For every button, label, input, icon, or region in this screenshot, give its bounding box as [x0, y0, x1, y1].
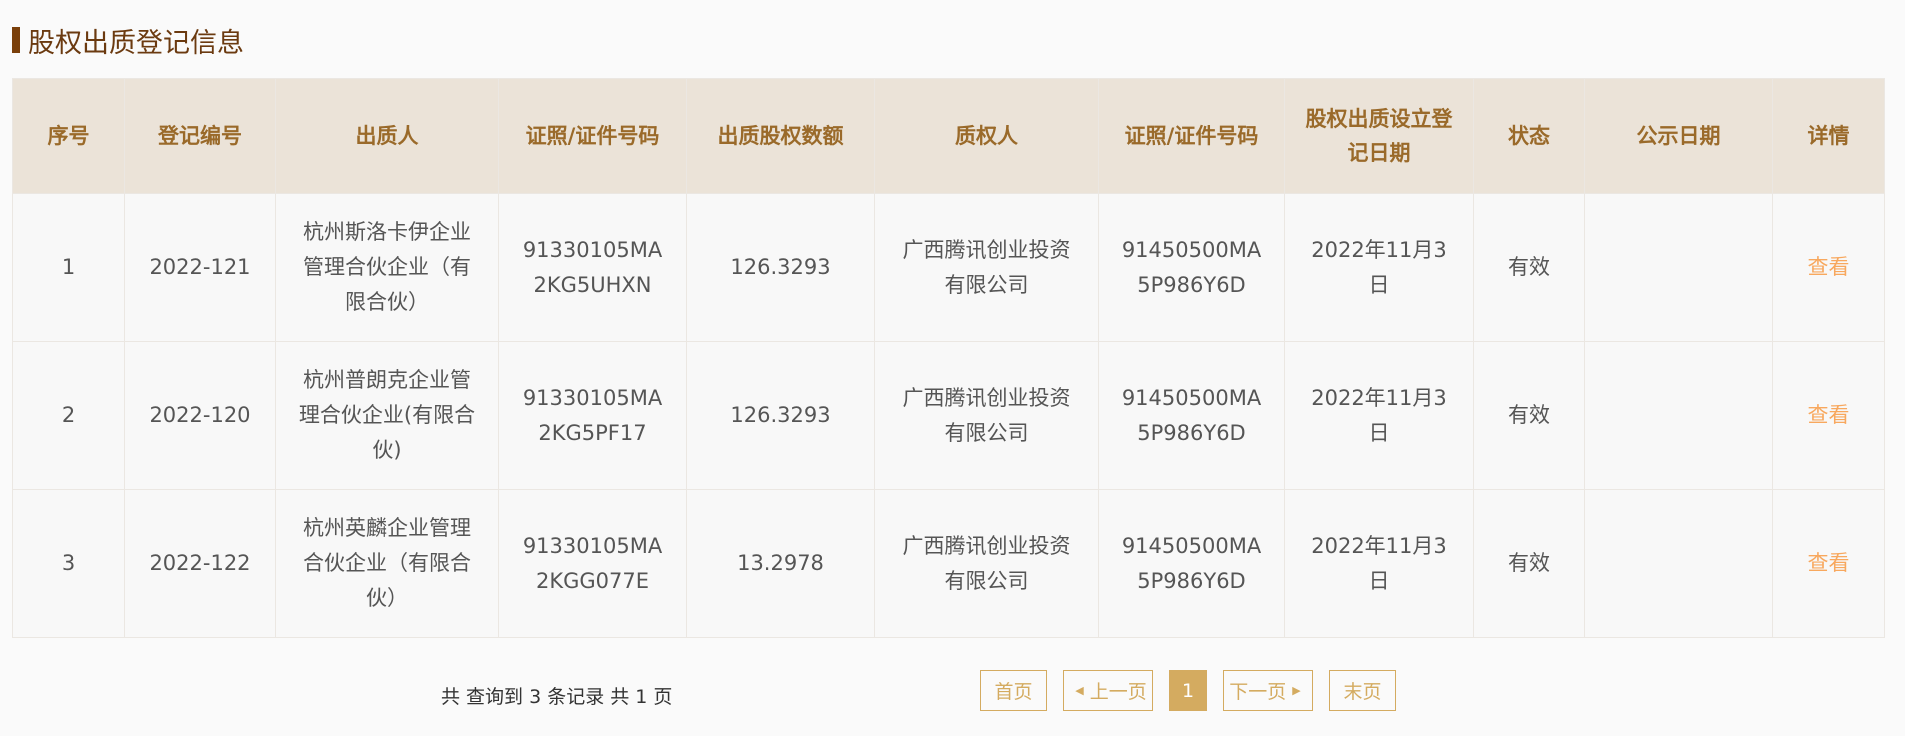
cell-pledgee: 广西腾讯创业投资有限公司: [874, 489, 1099, 638]
cell-detail-link[interactable]: 查看: [1772, 489, 1885, 638]
prev-page-label: 上一页: [1089, 681, 1147, 703]
caret-right-icon: ▶: [1292, 684, 1301, 697]
cell-index: 1: [12, 193, 125, 342]
next-page-button[interactable]: 下一页 ▶: [1223, 670, 1313, 711]
table-row: 3 2022-122 杭州英麟企业管理合伙企业（有限合伙） 91330105MA2KG…: [12, 489, 1885, 638]
cell-amount: 13.2978: [686, 489, 875, 638]
cell-index: 3: [12, 489, 125, 638]
title-marker: [12, 27, 20, 53]
cell-pledgor-id: 91330105MA2KG5UHXN: [498, 193, 687, 342]
pagination: 首页 ◀ 上一页 1 下一页 ▶ 末页: [980, 670, 1396, 711]
cell-amount: 126.3293: [686, 193, 875, 342]
prev-page-button[interactable]: ◀ 上一页: [1063, 670, 1153, 711]
cell-pledgor: 杭州斯洛卡伊企业管理合伙企业（有限合伙）: [275, 193, 499, 342]
col-header-detail: 详情: [1772, 78, 1885, 194]
table-row: 1 2022-121 杭州斯洛卡伊企业管理合伙企业（有限合伙） 91330105MA2…: [12, 193, 1885, 342]
record-summary: 共 查询到 3 条记录 共 1 页: [441, 686, 673, 708]
last-page-button[interactable]: 末页: [1329, 670, 1396, 711]
caret-left-icon: ◀: [1075, 684, 1084, 697]
cell-status: 有效: [1473, 341, 1585, 490]
cell-pledgor-id: 91330105MA2KGG077E: [498, 489, 687, 638]
table-row: 2 2022-120 杭州普朗克企业管理合伙企业(有限合伙) 91330105MA2K…: [12, 341, 1885, 490]
cell-publish-date: [1584, 341, 1773, 490]
cell-reg-no: 2022-122: [124, 489, 276, 638]
col-header-pledgee-id: 证照/证件号码: [1098, 78, 1285, 194]
col-header-reg-date: 股权出质设立登记日期: [1284, 78, 1474, 194]
cell-pledgor-id: 91330105MA2KG5PF17: [498, 341, 687, 490]
col-header-amount: 出质股权数额: [686, 78, 875, 194]
col-header-pledgor-id: 证照/证件号码: [498, 78, 687, 194]
cell-pledgee-id: 91450500MA5P986Y6D: [1098, 341, 1285, 490]
col-header-reg-no: 登记编号: [124, 78, 276, 194]
cell-detail-link[interactable]: 查看: [1772, 341, 1885, 490]
cell-pledgee: 广西腾讯创业投资有限公司: [874, 341, 1099, 490]
cell-reg-date: 2022年11月3日: [1284, 193, 1474, 342]
col-header-index: 序号: [12, 78, 125, 194]
cell-reg-date: 2022年11月3日: [1284, 341, 1474, 490]
cell-pledgor: 杭州英麟企业管理合伙企业（有限合伙）: [275, 489, 499, 638]
cell-pledgee-id: 91450500MA5P986Y6D: [1098, 193, 1285, 342]
cell-publish-date: [1584, 193, 1773, 342]
col-header-status: 状态: [1473, 78, 1585, 194]
cell-status: 有效: [1473, 489, 1585, 638]
section-title-text: 股权出质登记信息: [28, 27, 244, 59]
col-header-pledgee: 质权人: [874, 78, 1099, 194]
pledge-table: 序号 登记编号 出质人 证照/证件号码 出质股权数额 质权人 证照/证件号码 股…: [12, 78, 1885, 638]
cell-status: 有效: [1473, 193, 1585, 342]
section-title: 股权出质登记信息: [12, 22, 244, 59]
cell-pledgee-id: 91450500MA5P986Y6D: [1098, 489, 1285, 638]
cell-pledgor: 杭州普朗克企业管理合伙企业(有限合伙): [275, 341, 499, 490]
next-page-label: 下一页: [1229, 681, 1287, 703]
cell-reg-no: 2022-121: [124, 193, 276, 342]
cell-reg-no: 2022-120: [124, 341, 276, 490]
table-header-row: 序号 登记编号 出质人 证照/证件号码 出质股权数额 质权人 证照/证件号码 股…: [12, 78, 1885, 194]
cell-publish-date: [1584, 489, 1773, 638]
page-1-button[interactable]: 1: [1169, 670, 1207, 711]
cell-pledgee: 广西腾讯创业投资有限公司: [874, 193, 1099, 342]
col-header-publish-date: 公示日期: [1584, 78, 1773, 194]
cell-index: 2: [12, 341, 125, 490]
cell-reg-date: 2022年11月3日: [1284, 489, 1474, 638]
cell-amount: 126.3293: [686, 341, 875, 490]
col-header-pledgor: 出质人: [275, 78, 499, 194]
first-page-button[interactable]: 首页: [980, 670, 1047, 711]
cell-detail-link[interactable]: 查看: [1772, 193, 1885, 342]
